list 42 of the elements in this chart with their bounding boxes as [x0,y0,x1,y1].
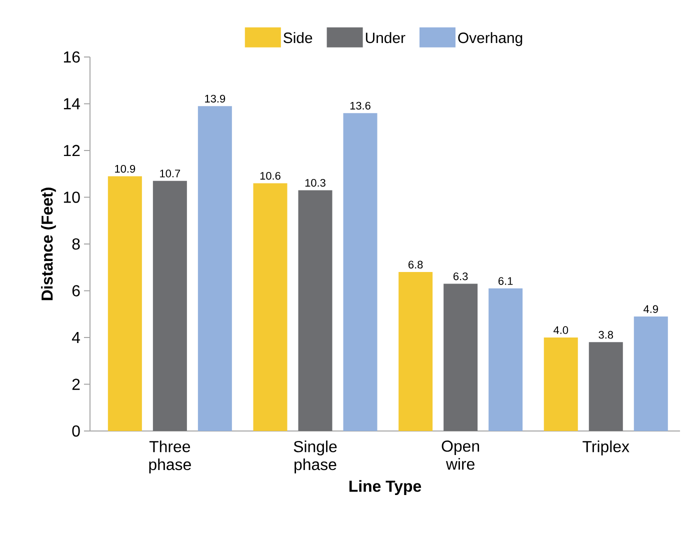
y-tick-label: 0 [72,425,80,437]
bar [398,272,433,431]
data-label: 13.6 [350,102,370,110]
bar [544,338,578,431]
legend-label: Under [366,32,406,44]
x-tick-label: Triplex [582,440,630,456]
bar [198,106,232,431]
y-tick-label: 16 [64,51,80,63]
data-label: 6.8 [408,260,423,269]
data-label: 6.1 [498,277,513,285]
data-label: 13.9 [205,94,226,103]
bar [343,113,378,431]
y-tick-label: 12 [64,144,80,156]
legend-label: Overhang [458,32,522,46]
bar [588,342,623,431]
bar [152,180,187,431]
data-label: 10.6 [260,172,280,180]
x-tick-label: Open wire [442,440,480,470]
y-tick-label: 14 [64,98,80,110]
y-tick-label: 6 [72,285,80,296]
bar [298,190,332,431]
x-axis-title: Line Type [349,480,422,496]
data-label: 10.7 [160,170,180,178]
y-tick-label: 10 [64,192,80,203]
data-label: 4.9 [644,305,658,313]
data-label: 10.9 [115,164,136,173]
y-tick-label: 8 [72,238,80,250]
data-label: 10.3 [305,178,326,187]
x-tick-label: Three phase [149,440,191,474]
bar [634,316,668,431]
bar [488,288,523,431]
data-label: 3.8 [598,330,614,339]
y-tick-label: 2 [72,378,80,390]
data-label: 4.0 [554,326,568,334]
bar [108,176,142,431]
legend-label: Side [284,32,312,44]
y-axis-title: Distance (Feet) [41,188,56,300]
bar [253,183,288,431]
y-tick-label: 4 [72,332,80,343]
bar [444,284,478,431]
data-label: 6.3 [454,272,468,280]
x-tick-label: Single phase [294,440,337,474]
